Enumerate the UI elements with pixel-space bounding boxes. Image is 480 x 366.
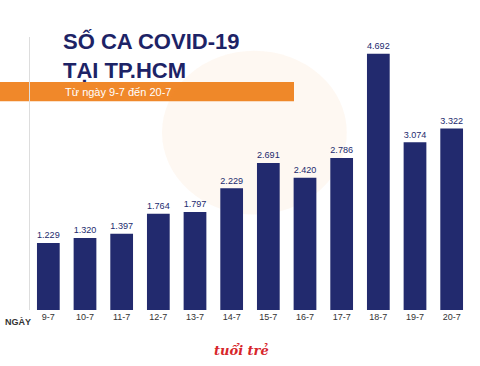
svg-text:10-7: 10-7 (76, 312, 94, 322)
svg-text:11-7: 11-7 (113, 312, 130, 322)
svg-text:1.764: 1.764 (147, 201, 170, 211)
svg-text:19-7: 19-7 (406, 312, 424, 322)
svg-text:1.229: 1.229 (37, 230, 60, 240)
svg-text:1.397: 1.397 (110, 221, 133, 231)
svg-text:3.322: 3.322 (440, 116, 463, 126)
svg-text:17-7: 17-7 (333, 312, 351, 322)
svg-text:3.074: 3.074 (404, 130, 427, 140)
svg-text:9-7: 9-7 (42, 312, 55, 322)
svg-text:SỐ CA COVID-19TẠI TP.HCM: SỐ CA COVID-19TẠI TP.HCM (63, 28, 239, 83)
svg-text:2.420: 2.420 (294, 165, 317, 175)
svg-text:2.786: 2.786 (330, 145, 353, 155)
svg-text:15-7: 15-7 (259, 312, 277, 322)
svg-text:12-7: 12-7 (149, 312, 167, 322)
svg-text:18-7: 18-7 (369, 312, 387, 322)
svg-text:tuổi trẻ: tuổi trẻ (214, 343, 269, 358)
svg-text:14-7: 14-7 (223, 312, 241, 322)
svg-text:13-7: 13-7 (186, 312, 204, 322)
svg-text:20-7: 20-7 (443, 312, 461, 322)
svg-text:2.229: 2.229 (220, 176, 243, 186)
svg-text:1.320: 1.320 (74, 225, 97, 235)
svg-text:1.797: 1.797 (184, 199, 207, 209)
svg-text:NGÀY: NGÀY (5, 317, 31, 327)
svg-text:4.692: 4.692 (367, 41, 390, 51)
svg-text:16-7: 16-7 (296, 312, 314, 322)
svg-text:2.691: 2.691 (257, 150, 280, 160)
svg-text:Từ ngày 9-7 đến 20-7: Từ ngày 9-7 đến 20-7 (65, 86, 171, 98)
